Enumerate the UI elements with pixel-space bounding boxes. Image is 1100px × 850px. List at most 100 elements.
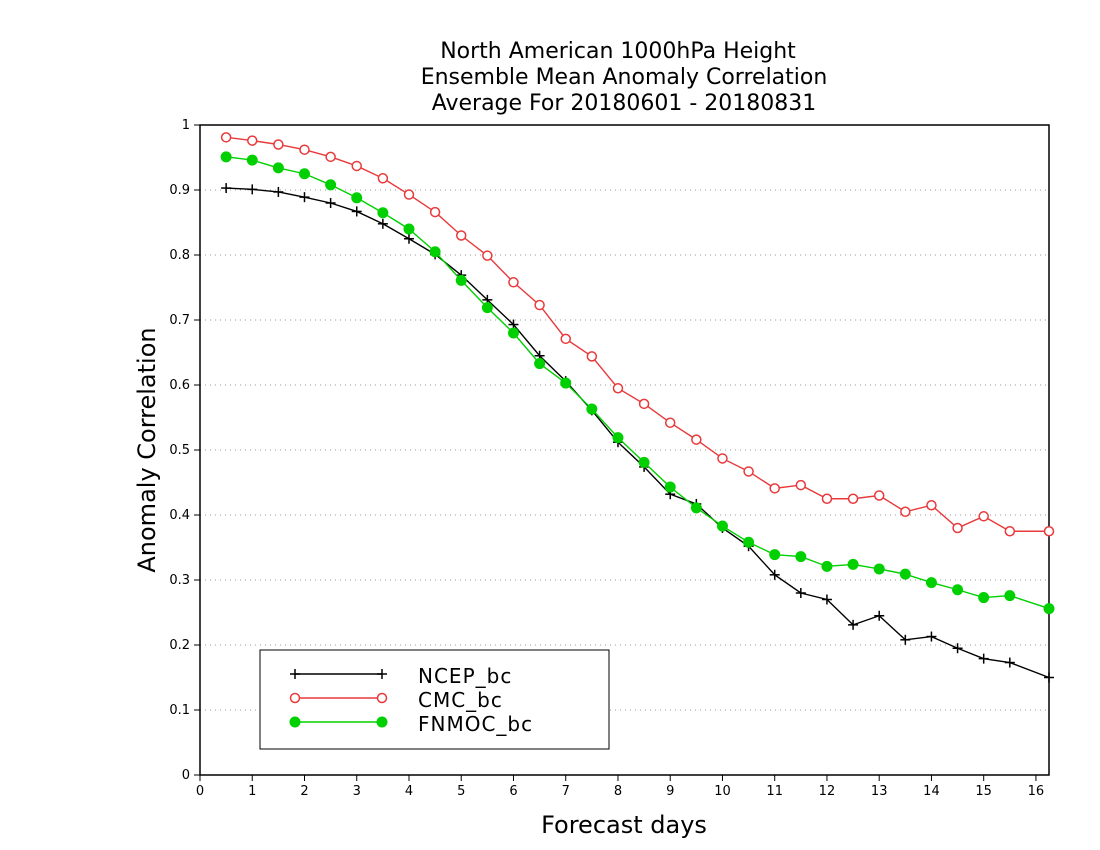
x-axis-ticks: 0 1 2 3 4 5 6 7 8 9 10 11 12 13 14 15 16 <box>196 775 1044 799</box>
data-point-ncep-bc <box>769 569 780 580</box>
data-point-ncep-bc <box>795 588 806 598</box>
data-point-cmc-bc <box>795 479 807 491</box>
data-point-cmc-bc <box>534 299 545 311</box>
data-point-ncep-bc <box>952 643 963 654</box>
data-point-cmc-bc <box>455 230 467 241</box>
legend-marker-fnmoc-bc <box>376 716 388 728</box>
data-point-cmc-bc <box>429 206 441 218</box>
legend-key-cmc-bc <box>289 692 388 704</box>
series-cmc-bc <box>220 132 1055 537</box>
data-point-ncep-bc <box>403 233 414 244</box>
data-point-fnmoc-bc <box>403 223 415 235</box>
data-point-ncep-bc <box>926 631 937 642</box>
series-line-fnmoc-bc <box>226 156 1050 610</box>
data-point-fnmoc-bc <box>769 549 781 561</box>
legend-marker-fnmoc-bc <box>289 716 301 728</box>
x-tick-label: 6 <box>509 784 517 799</box>
gridlines <box>200 189 1049 711</box>
legend-box <box>259 649 610 750</box>
data-point-cmc-bc <box>743 466 754 477</box>
data-point-ncep-bc <box>247 184 258 195</box>
x-tick-label: 0 <box>196 784 204 799</box>
series-ncep-bc <box>221 183 1054 683</box>
legend-key-fnmoc-bc <box>289 716 388 728</box>
data-point-cmc-bc <box>1004 526 1016 537</box>
y-axis-ticks: 0 0.1 0.2 0.3 0.4 0.5 0.6 0.7 0.8 0.9 1 <box>169 118 200 783</box>
data-point-cmc-bc <box>377 173 389 184</box>
x-tick-label: 1 <box>248 784 256 799</box>
y-tick-label: 0.9 <box>169 183 190 198</box>
x-tick-label: 5 <box>457 784 465 799</box>
data-point-cmc-bc <box>246 135 258 146</box>
x-tick-label: 14 <box>923 784 940 799</box>
data-point-cmc-bc <box>273 139 284 150</box>
data-point-fnmoc-bc <box>716 520 728 532</box>
data-point-fnmoc-bc <box>795 551 807 563</box>
legend-marker-cmc-bc <box>376 692 388 704</box>
y-tick-label: 0 <box>182 768 190 783</box>
data-point-fnmoc-bc <box>690 502 702 514</box>
x-tick-label: 2 <box>300 784 308 799</box>
data-point-cmc-bc <box>926 500 937 511</box>
data-point-fnmoc-bc <box>560 377 572 389</box>
data-point-fnmoc-bc <box>1043 603 1055 615</box>
data-point-cmc-bc <box>612 383 624 394</box>
y-tick-label: 0.6 <box>169 378 190 393</box>
data-point-cmc-bc <box>299 144 310 155</box>
x-tick-label: 9 <box>666 784 674 799</box>
data-point-fnmoc-bc <box>455 274 467 286</box>
data-point-fnmoc-bc <box>821 560 833 572</box>
y-tick-label: 0.4 <box>169 508 190 523</box>
legend-marker-ncep-bc <box>377 669 387 679</box>
chart-title: North American 1000hPa Height Ensemble M… <box>421 39 828 116</box>
data-point-cmc-bc <box>482 250 493 261</box>
data-point-ncep-bc <box>978 653 989 664</box>
data-point-fnmoc-bc <box>952 584 964 596</box>
data-point-fnmoc-bc <box>507 327 519 339</box>
data-point-fnmoc-bc <box>220 151 232 163</box>
data-point-cmc-bc <box>664 417 676 428</box>
data-point-ncep-bc <box>848 619 859 630</box>
series-line-cmc-bc <box>226 136 1049 532</box>
data-point-fnmoc-bc <box>298 168 310 180</box>
data-series <box>220 132 1055 683</box>
chart-title-line-3: Average For 20180601 - 20180831 <box>432 91 817 116</box>
x-tick-label: 11 <box>766 784 783 799</box>
y-axis-label: Anomaly Correlation <box>133 327 161 572</box>
data-point-cmc-bc <box>508 277 519 288</box>
data-point-cmc-bc <box>1043 526 1055 537</box>
data-point-ncep-bc <box>377 218 388 229</box>
data-point-ncep-bc <box>351 206 362 217</box>
x-tick-label: 10 <box>714 784 731 799</box>
data-point-cmc-bc <box>403 189 415 200</box>
x-tick-label: 7 <box>562 784 570 799</box>
data-point-cmc-bc <box>978 511 989 522</box>
data-point-cmc-bc <box>717 453 728 464</box>
data-point-fnmoc-bc <box>534 358 546 370</box>
data-point-ncep-bc <box>1004 657 1015 668</box>
data-point-cmc-bc <box>769 483 780 494</box>
y-tick-label: 1 <box>182 118 190 133</box>
series-line-ncep-bc <box>226 187 1050 679</box>
legend-items <box>289 669 388 728</box>
data-point-cmc-bc <box>900 506 911 517</box>
data-point-fnmoc-bc <box>481 302 493 314</box>
data-point-cmc-bc <box>847 493 859 504</box>
data-point-fnmoc-bc <box>246 154 258 166</box>
data-point-cmc-bc <box>351 160 362 172</box>
data-point-fnmoc-bc <box>586 403 598 415</box>
y-tick-label: 0.2 <box>169 638 190 653</box>
data-point-ncep-bc <box>299 192 310 203</box>
data-point-fnmoc-bc <box>325 179 337 191</box>
data-point-ncep-bc <box>325 198 336 208</box>
data-point-fnmoc-bc <box>1004 590 1016 602</box>
x-tick-label: 16 <box>1028 784 1045 799</box>
data-point-fnmoc-bc <box>377 207 389 219</box>
legend-marker-ncep-bc <box>290 669 300 679</box>
legend-label-cmc: CMC_bc <box>418 688 503 712</box>
y-tick-label: 0.5 <box>169 443 190 458</box>
data-point-fnmoc-bc <box>638 456 650 468</box>
legend-key-ncep-bc <box>290 669 387 679</box>
data-point-fnmoc-bc <box>978 592 990 604</box>
